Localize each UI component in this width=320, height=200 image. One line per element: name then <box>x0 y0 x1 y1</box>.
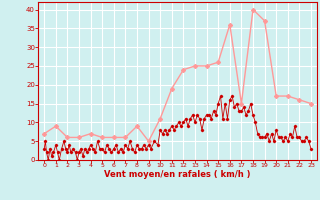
X-axis label: Vent moyen/en rafales ( km/h ): Vent moyen/en rafales ( km/h ) <box>104 170 251 179</box>
